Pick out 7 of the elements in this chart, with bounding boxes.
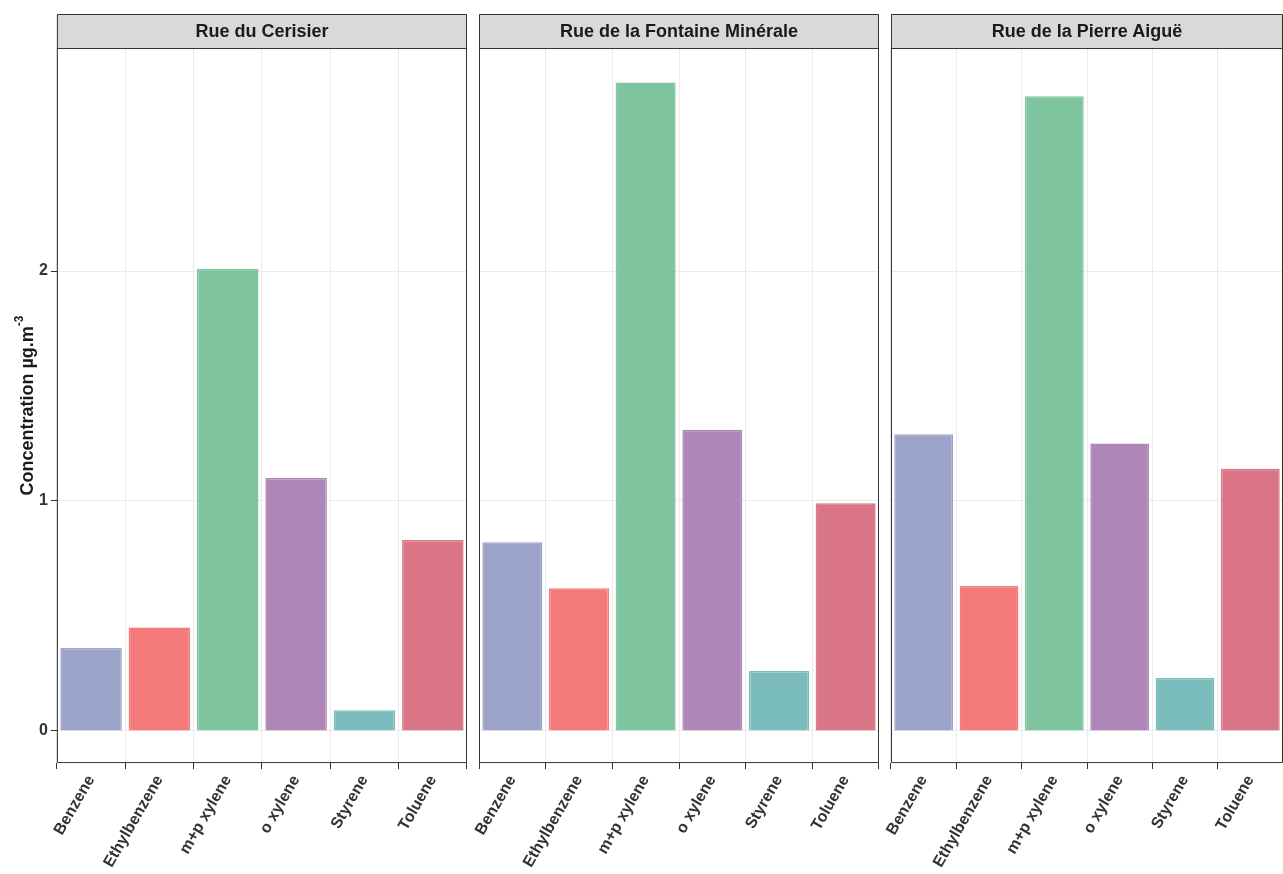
chart-title: Rue de la Pierre Aiguë bbox=[991, 20, 1183, 41]
y-tick-label: 2 bbox=[38, 261, 48, 279]
chart-title: Rue de la Fontaine Minérale bbox=[559, 20, 799, 41]
chart-title: Rue du Cerisier bbox=[195, 20, 329, 41]
y-tick-label: 0 bbox=[38, 721, 48, 739]
y-tick-label: 1 bbox=[38, 491, 48, 509]
y-axis-title: Concentration µg.m-3 bbox=[12, 315, 37, 496]
